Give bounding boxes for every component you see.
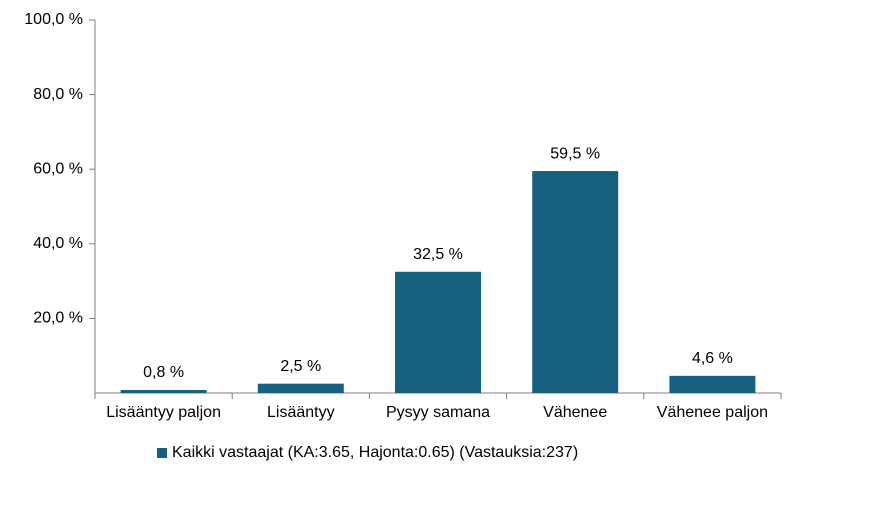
bar (257, 383, 344, 393)
y-tick-label: 100,0 % (24, 11, 83, 28)
x-tick-label: Vähenee (543, 404, 607, 421)
x-tick-label: Vähenee paljon (657, 404, 768, 421)
legend-label: Kaikki vastaajat (KA:3.65, Hajonta:0.65)… (172, 444, 578, 461)
bar (395, 271, 481, 393)
y-tick-label: 80,0 % (33, 86, 83, 103)
x-tick-label: Lisääntyy paljon (106, 404, 221, 421)
y-tick-label: 20,0 % (33, 310, 83, 327)
value-label: 2,5 % (280, 358, 321, 375)
x-tick-label: Pysyy samana (386, 404, 490, 421)
bar (532, 171, 619, 393)
legend-swatch (157, 448, 167, 458)
value-label: 59,5 % (550, 145, 600, 162)
value-label: 0,8 % (143, 364, 184, 381)
value-label: 32,5 % (413, 246, 463, 263)
y-tick-label: 60,0 % (33, 160, 83, 177)
bar (669, 375, 756, 393)
bar (120, 390, 207, 393)
x-tick-label: Lisääntyy (267, 404, 335, 421)
value-label: 4,6 % (692, 350, 733, 367)
y-tick-label: 40,0 % (33, 235, 83, 252)
